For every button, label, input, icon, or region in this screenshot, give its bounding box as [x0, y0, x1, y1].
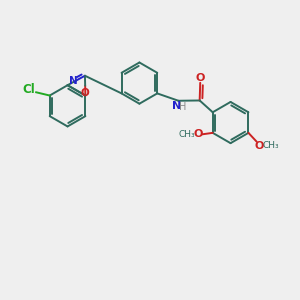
- Text: Cl: Cl: [23, 83, 35, 96]
- Text: CH₃: CH₃: [178, 130, 195, 139]
- Text: N: N: [68, 76, 77, 86]
- Text: O: O: [196, 74, 205, 83]
- Text: H: H: [178, 102, 186, 112]
- Text: O: O: [81, 88, 90, 98]
- Text: N: N: [172, 101, 182, 111]
- Text: O: O: [255, 140, 264, 151]
- Text: O: O: [193, 129, 203, 139]
- Text: CH₃: CH₃: [263, 141, 279, 150]
